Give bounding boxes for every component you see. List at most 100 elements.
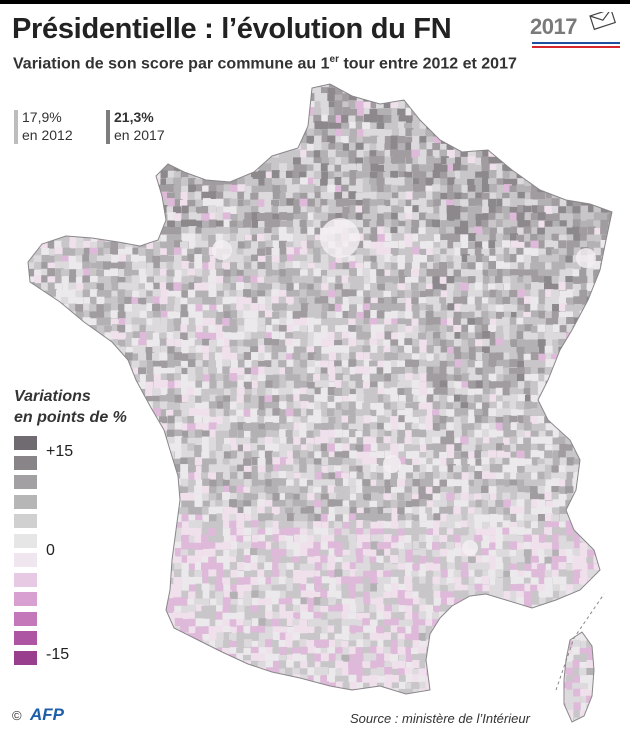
commune-cell — [188, 129, 197, 138]
commune-cell — [300, 332, 309, 341]
commune-cell — [209, 479, 218, 488]
commune-cell — [167, 402, 176, 411]
commune-cell — [482, 255, 491, 264]
commune-cell — [608, 451, 612, 460]
commune-cell — [537, 318, 546, 327]
commune-cell — [489, 388, 498, 397]
commune-cell — [531, 184, 540, 193]
commune-cell — [461, 381, 470, 390]
commune-cell — [419, 262, 428, 271]
commune-cell — [432, 87, 441, 96]
commune-cell — [146, 401, 155, 410]
commune-cell — [90, 464, 99, 473]
commune-cell — [313, 282, 322, 291]
commune-cell — [243, 423, 252, 432]
commune-cell — [426, 339, 435, 348]
commune-cell — [594, 94, 603, 103]
commune-cell — [587, 178, 596, 187]
commune-cell — [601, 304, 610, 313]
commune-cell — [41, 254, 50, 263]
commune-cell — [96, 360, 105, 369]
commune-cell — [453, 213, 462, 222]
commune-cell — [34, 367, 43, 376]
commune-cell — [83, 219, 92, 228]
commune-cell — [307, 359, 316, 368]
commune-cell — [489, 275, 498, 284]
commune-cell — [166, 100, 175, 109]
commune-cell — [475, 402, 484, 411]
commune-cell — [376, 136, 385, 145]
commune-cell — [467, 429, 476, 438]
commune-cell — [167, 121, 176, 130]
commune-cell — [251, 450, 260, 459]
commune-cell — [558, 184, 567, 193]
commune-cell — [565, 93, 574, 102]
commune-cell — [335, 185, 344, 194]
commune-cell — [167, 114, 176, 123]
commune-cell — [432, 84, 441, 89]
commune-cell — [138, 317, 147, 326]
commune-cell — [467, 170, 476, 179]
commune-cell — [300, 240, 309, 249]
commune-cell — [278, 115, 287, 124]
commune-cell — [334, 122, 343, 131]
commune-cell — [250, 310, 259, 319]
commune-cell — [426, 234, 435, 243]
commune-cell — [391, 128, 400, 137]
commune-cell — [327, 387, 336, 396]
commune-cell — [334, 409, 343, 418]
commune-cell — [118, 108, 127, 117]
commune-cell — [48, 122, 57, 131]
commune-cell — [411, 380, 420, 389]
commune-cell — [439, 444, 448, 453]
commune-cell — [230, 142, 239, 151]
commune-cell — [439, 107, 448, 116]
commune-cell — [474, 84, 483, 88]
commune-cell — [208, 86, 217, 95]
commune-cell — [453, 311, 462, 320]
commune-cell — [460, 318, 469, 327]
commune-cell — [370, 472, 379, 481]
commune-cell — [285, 135, 294, 144]
commune-cell — [293, 478, 302, 487]
commune-cell — [90, 108, 99, 117]
commune-cell — [320, 479, 329, 488]
commune-cell — [90, 101, 99, 110]
commune-cell — [341, 472, 350, 481]
commune-cell — [495, 282, 504, 291]
commune-cell — [369, 457, 378, 466]
commune-cell — [160, 310, 169, 319]
commune-cell — [363, 318, 372, 327]
commune-cell — [230, 268, 239, 277]
commune-cell — [279, 345, 288, 354]
commune-cell — [572, 136, 581, 145]
commune-cell — [551, 296, 560, 305]
commune-cell — [580, 108, 589, 117]
commune-cell — [173, 282, 182, 291]
commune-cell — [286, 227, 295, 236]
commune-cell — [397, 409, 406, 418]
commune-cell — [496, 374, 505, 383]
commune-cell — [412, 346, 421, 355]
commune-cell — [47, 240, 56, 249]
commune-cell — [167, 296, 176, 305]
commune-cell — [145, 150, 154, 159]
commune-cell — [278, 240, 287, 249]
commune-cell — [244, 87, 253, 96]
commune-cell — [601, 122, 610, 131]
commune-cell — [55, 290, 64, 299]
commune-cell — [495, 338, 504, 347]
commune-cell — [383, 409, 392, 418]
commune-cell — [97, 366, 106, 375]
commune-cell — [236, 416, 245, 425]
commune-cell — [376, 367, 385, 376]
commune-cell — [432, 465, 441, 474]
commune-cell — [579, 296, 588, 305]
commune-cell — [103, 283, 112, 292]
commune-cell — [503, 87, 512, 96]
commune-cell — [47, 114, 56, 123]
commune-cell — [159, 380, 168, 389]
commune-cell — [321, 157, 330, 166]
commune-cell — [258, 310, 267, 319]
commune-cell — [19, 87, 27, 95]
